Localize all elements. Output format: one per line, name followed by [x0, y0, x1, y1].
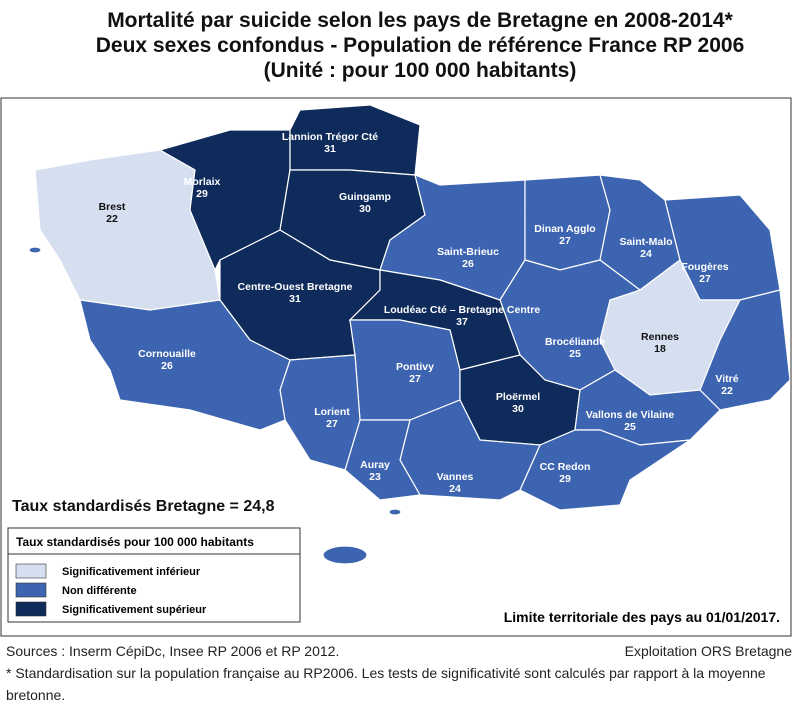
region-value: 27: [559, 235, 571, 247]
regional-rate: Taux standardisés Bretagne = 24,8: [12, 498, 275, 515]
regions: [28, 104, 791, 565]
region: [699, 289, 791, 411]
credit: Exploitation ORS Bretagne: [624, 643, 792, 659]
region-name: Pontivy: [396, 361, 434, 373]
region-name: Ploërmel: [496, 391, 540, 403]
region-value: 26: [161, 360, 173, 372]
region-value: 22: [721, 385, 733, 397]
footnote: * Standardisation sur la population fran…: [6, 665, 766, 703]
region-value: 30: [359, 203, 371, 215]
region-name: Lorient: [314, 406, 350, 418]
region-name: Rennes: [641, 331, 679, 343]
region-value: 18: [654, 343, 666, 355]
region-value: 26: [462, 258, 474, 270]
region-name: Guingamp: [339, 191, 391, 203]
legend-swatch: [15, 563, 47, 579]
legend-box: [7, 527, 301, 623]
island: [322, 545, 368, 565]
region-value: 27: [699, 273, 711, 285]
region-value: 25: [624, 421, 636, 433]
region-name: Dinan Agglo: [534, 223, 595, 235]
legend-label: Significativement inférieur: [62, 566, 201, 578]
region-name: Cornouaille: [138, 348, 196, 360]
footer-row: Sources : Inserm CépiDc, Insee RP 2006 e…: [6, 640, 792, 662]
sources: Sources : Inserm CépiDc, Insee RP 2006 e…: [6, 643, 340, 659]
region-value: 31: [289, 293, 301, 305]
island: [388, 508, 402, 516]
region-value: 25: [569, 348, 581, 360]
region-name: Brest: [99, 201, 126, 213]
legend: Taux standardisés pour 100 000 habitants…: [7, 527, 301, 623]
footer: Sources : Inserm CépiDc, Insee RP 2006 e…: [6, 640, 792, 706]
region: [519, 429, 691, 511]
region-value: 27: [409, 373, 421, 385]
region-name: Centre-Ouest Bretagne: [238, 281, 353, 293]
title-line: Mortalité par suicide selon les pays de …: [107, 9, 733, 32]
region-name: Vallons de Vilaine: [586, 409, 675, 421]
region-name: Lannion Trégor Cté: [282, 131, 378, 143]
legend-title: Taux standardisés pour 100 000 habitants: [16, 535, 254, 549]
region-name: CC Redon: [540, 461, 591, 473]
legend-swatch: [15, 582, 47, 598]
title-line: (Unité : pour 100 000 habitants): [263, 59, 577, 82]
region-value: 22: [106, 213, 118, 225]
region-name: Auray: [360, 459, 390, 471]
island: [28, 246, 42, 254]
region-value: 27: [326, 418, 338, 430]
legend-label: Non différente: [62, 585, 137, 597]
legend-label: Significativement supérieur: [62, 604, 207, 616]
region-name: Vannes: [437, 471, 474, 483]
territorial-note: Limite territoriale des pays au 01/01/20…: [504, 609, 780, 625]
region-name: Saint-Malo: [619, 236, 672, 248]
title-line: Deux sexes confondus - Population de réf…: [95, 34, 745, 57]
region-name: Morlaix: [184, 176, 221, 188]
title: Mortalité par suicide selon les pays de …: [0, 8, 800, 83]
region-value: 24: [449, 483, 461, 495]
region-value: 29: [196, 188, 208, 200]
region-name: Vitré: [715, 373, 738, 385]
region-value: 31: [324, 143, 336, 155]
region-value: 23: [369, 471, 381, 483]
region-name: Loudéac Cté – Bretagne Centre: [384, 304, 541, 316]
region-value: 24: [640, 248, 652, 260]
region: [34, 149, 221, 311]
region-name: Saint-Brieuc: [437, 246, 499, 258]
map-frame: [0, 97, 792, 637]
legend-swatch: [15, 601, 47, 617]
region: [79, 299, 291, 431]
region-value: 30: [512, 403, 524, 415]
region-name: Fougères: [681, 261, 728, 273]
region-name: Brocéliande: [545, 336, 605, 348]
region-value: 37: [456, 316, 468, 328]
region-value: 29: [559, 473, 571, 485]
